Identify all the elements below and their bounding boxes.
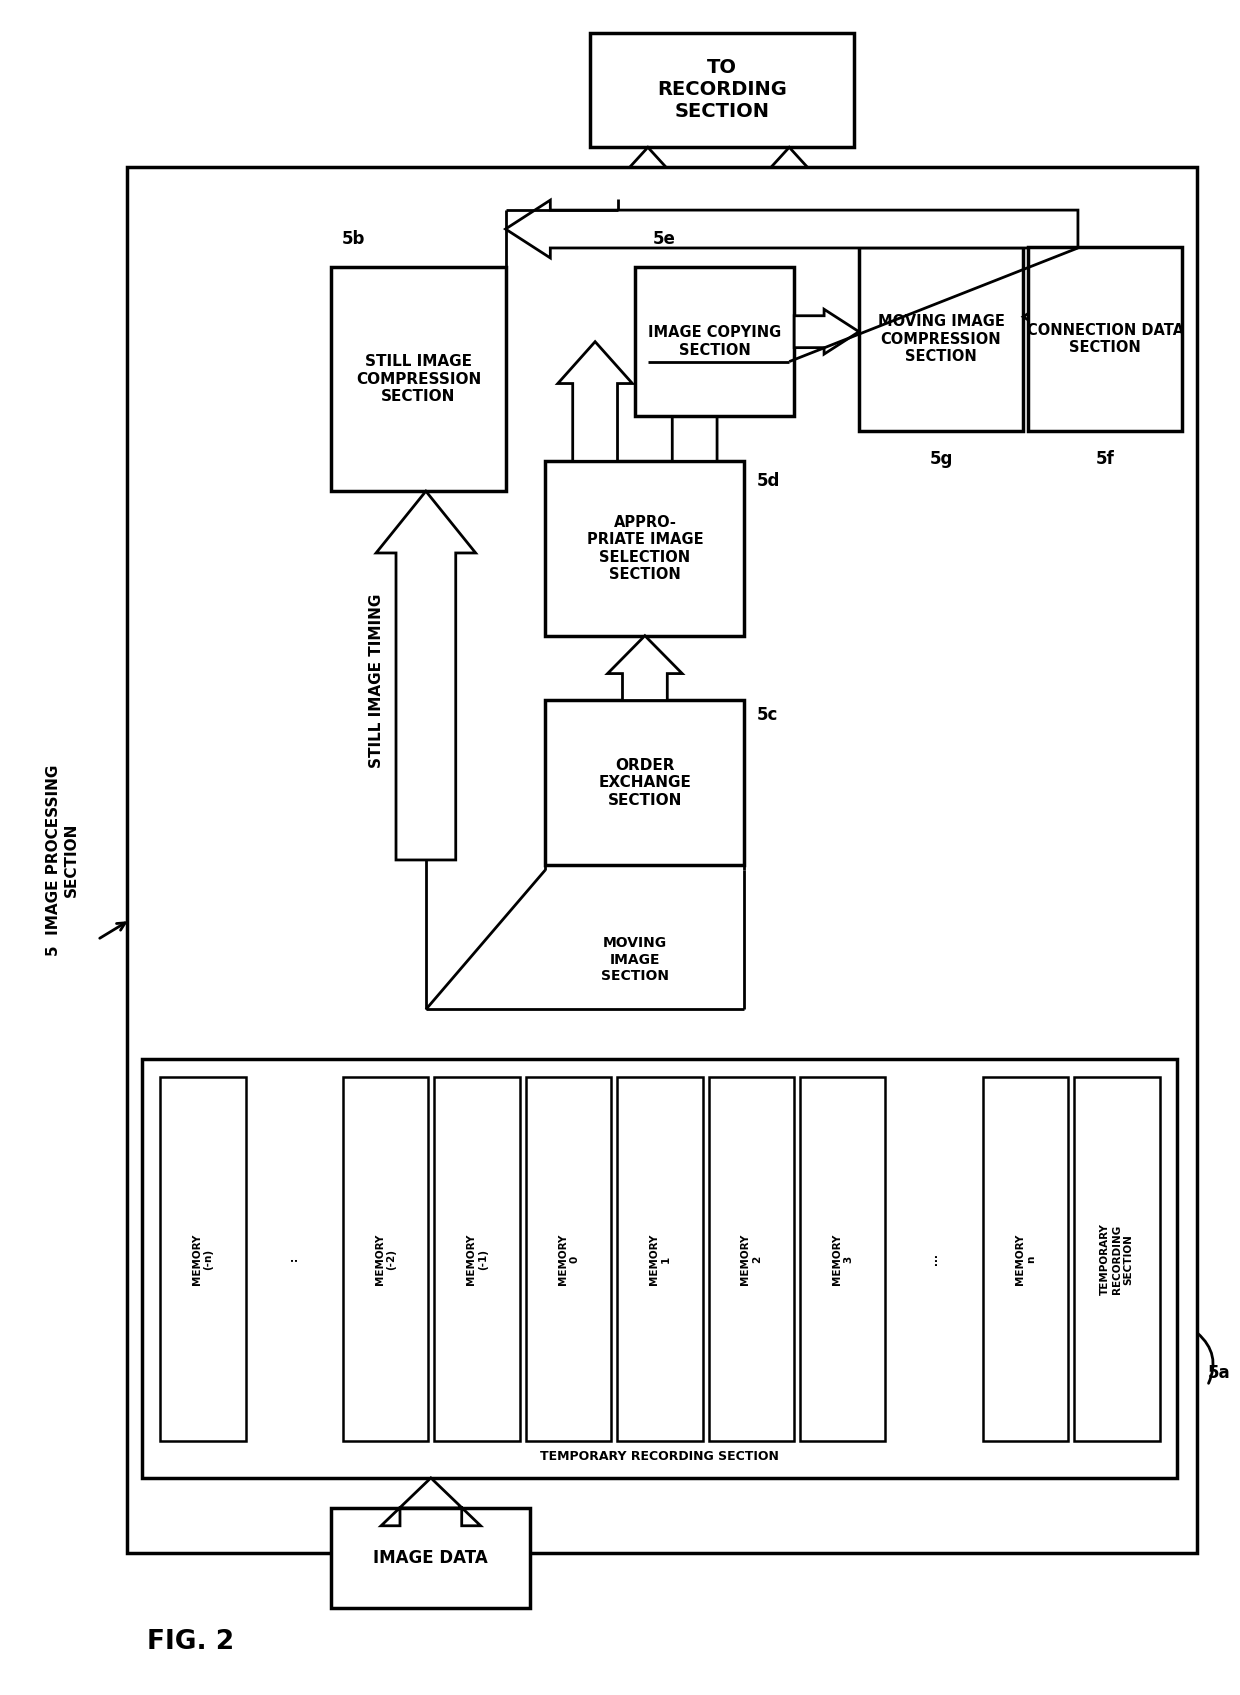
Bar [983, 1078, 1068, 1441]
Text: CONNECTION DATA
SECTION: CONNECTION DATA SECTION [1027, 324, 1184, 356]
Text: MEMORY
0: MEMORY 0 [558, 1234, 579, 1285]
Text: MEMORY
2: MEMORY 2 [740, 1234, 763, 1285]
Text: FIG. 2: FIG. 2 [148, 1629, 234, 1656]
Text: 5  IMAGE PROCESSING
SECTION: 5 IMAGE PROCESSING SECTION [46, 764, 78, 956]
Polygon shape [794, 308, 859, 354]
Text: IMAGE COPYING
SECTION: IMAGE COPYING SECTION [649, 325, 781, 358]
Polygon shape [742, 147, 837, 361]
Text: MEMORY
(-2): MEMORY (-2) [374, 1234, 397, 1285]
Text: STILL IMAGE
COMPRESSION
SECTION: STILL IMAGE COMPRESSION SECTION [356, 354, 481, 403]
Polygon shape [558, 342, 632, 461]
Text: 5d: 5d [756, 473, 780, 490]
Text: 5e: 5e [652, 231, 676, 247]
Text: TO
RECORDING
SECTION: TO RECORDING SECTION [657, 59, 787, 122]
Text: MEMORY
n: MEMORY n [1014, 1234, 1037, 1285]
Bar [800, 1078, 885, 1441]
Text: MEMORY
(-1): MEMORY (-1) [466, 1234, 487, 1285]
Text: 5f: 5f [1096, 451, 1115, 468]
Bar [618, 1078, 703, 1441]
Text: IMAGE DATA: IMAGE DATA [373, 1549, 489, 1566]
Bar [859, 247, 1023, 431]
Bar [590, 32, 854, 147]
Text: MOVING IMAGE
COMPRESSION
SECTION: MOVING IMAGE COMPRESSION SECTION [878, 314, 1004, 364]
Polygon shape [381, 1478, 481, 1526]
Bar [143, 1059, 1178, 1478]
Bar [331, 266, 506, 492]
Text: 5g: 5g [929, 451, 952, 468]
Polygon shape [657, 342, 732, 461]
Text: MOVING
IMAGE
SECTION: MOVING IMAGE SECTION [601, 936, 668, 983]
Text: ORDER
EXCHANGE
SECTION: ORDER EXCHANGE SECTION [599, 758, 692, 807]
Bar [343, 1078, 428, 1441]
Text: MEMORY
(-n): MEMORY (-n) [192, 1234, 213, 1285]
Polygon shape [600, 147, 696, 361]
Text: 5b: 5b [341, 231, 365, 247]
Text: MEMORY
3: MEMORY 3 [832, 1234, 853, 1285]
Bar [331, 1509, 531, 1607]
Bar [434, 1078, 520, 1441]
Polygon shape [1023, 295, 1078, 339]
Bar [546, 461, 744, 636]
Polygon shape [506, 200, 1078, 258]
Text: TEMPORARY RECORDING SECTION: TEMPORARY RECORDING SECTION [541, 1449, 779, 1463]
Text: STILL IMAGE TIMING: STILL IMAGE TIMING [368, 593, 383, 768]
Bar [708, 1078, 794, 1441]
Polygon shape [608, 636, 682, 700]
Bar [526, 1078, 611, 1441]
Bar [160, 1078, 246, 1441]
Bar [546, 700, 744, 864]
Text: APPRO-
PRIATE IMAGE
SELECTION
SECTION: APPRO- PRIATE IMAGE SELECTION SECTION [587, 515, 703, 581]
Text: 5c: 5c [756, 707, 777, 724]
Bar [635, 266, 794, 417]
Bar [128, 168, 1198, 1553]
Bar [1074, 1078, 1159, 1441]
Text: :: : [289, 1258, 299, 1261]
Text: TEMPORARY
RECORDING
SECTION: TEMPORARY RECORDING SECTION [1100, 1224, 1133, 1295]
Text: 5a: 5a [1208, 1364, 1230, 1381]
Polygon shape [376, 492, 476, 859]
Bar [1028, 247, 1183, 431]
Text: ...: ... [929, 1253, 939, 1264]
Text: MEMORY
1: MEMORY 1 [649, 1234, 671, 1285]
